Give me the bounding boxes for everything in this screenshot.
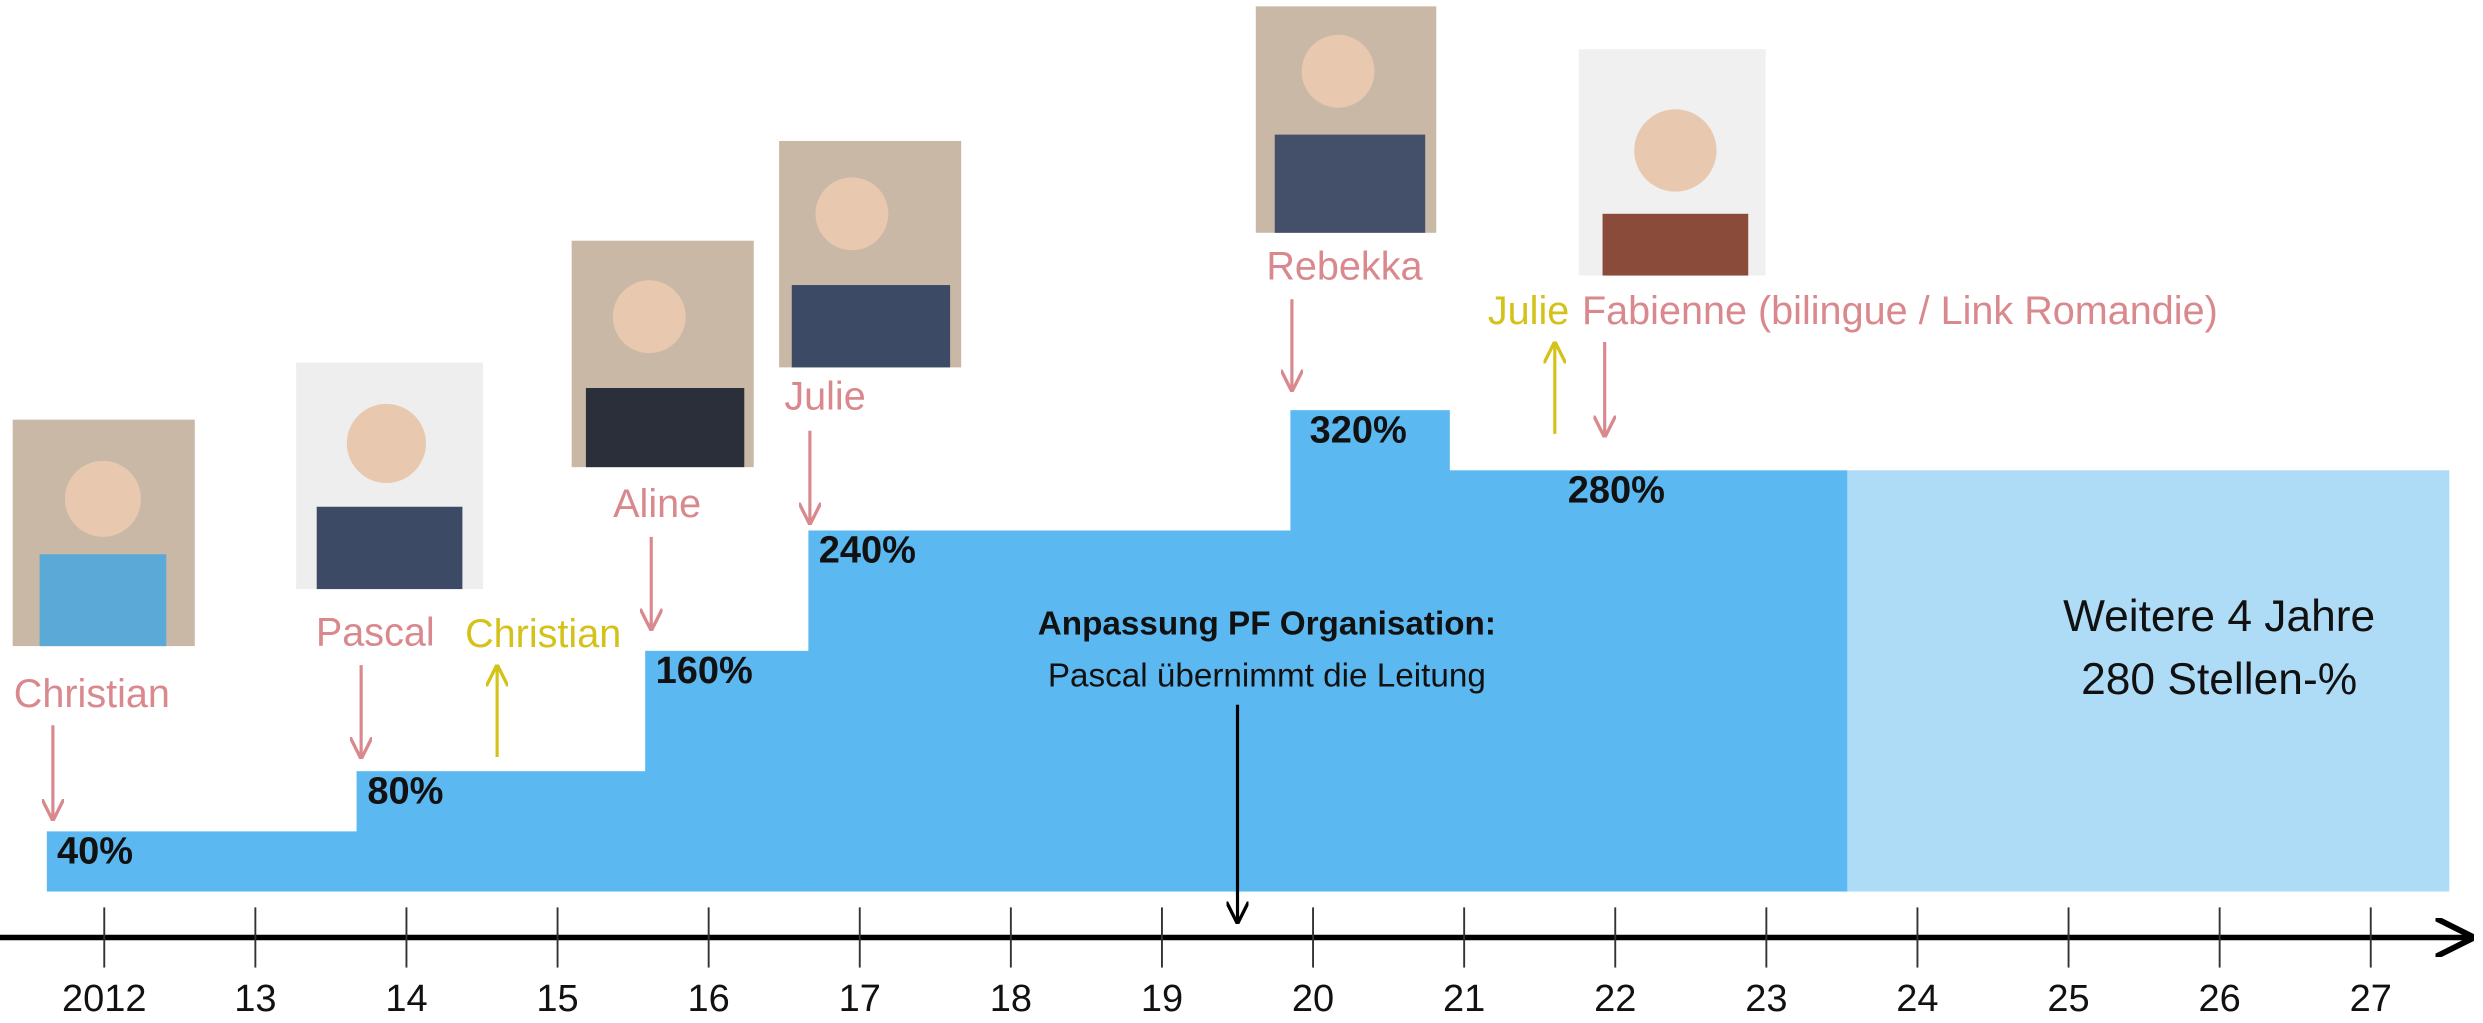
event-label: Fabienne (bilingue / Link Romandie) bbox=[1582, 289, 2218, 333]
event-label: Pascal bbox=[316, 610, 435, 654]
annotation-text: Pascal übernimmt die Leitung bbox=[1048, 658, 1486, 695]
x-tick-label: 2012 bbox=[62, 978, 147, 1020]
event-label: Rebekka bbox=[1266, 245, 1423, 289]
x-tick-label: 27 bbox=[2350, 978, 2392, 1020]
annotation-title: Anpassung PF Organisation: bbox=[1038, 605, 1496, 642]
value-label: 40% bbox=[57, 831, 133, 873]
x-tick-label: 18 bbox=[990, 978, 1032, 1020]
event-label: Christian bbox=[465, 612, 621, 656]
photo bbox=[1579, 49, 1766, 275]
event-label: Aline bbox=[613, 482, 701, 526]
step-bar bbox=[808, 531, 1291, 892]
x-tick-label: 17 bbox=[839, 978, 881, 1020]
x-tick-label: 16 bbox=[688, 978, 730, 1020]
x-tick-label: 23 bbox=[1745, 978, 1787, 1020]
x-tick-label: 14 bbox=[385, 978, 427, 1020]
x-tick-label: 22 bbox=[1594, 978, 1636, 1020]
chart: Weitere 4 Jahre 280 Stellen-% 40% 80% 160% 24… bbox=[0, 0, 2483, 1023]
x-tick-label: 26 bbox=[2199, 978, 2241, 1020]
x-tick-label: 13 bbox=[234, 978, 276, 1020]
x-tick-label: 25 bbox=[2047, 978, 2089, 1020]
photo bbox=[779, 141, 961, 367]
forecast-text: Weitere 4 Jahre bbox=[2063, 592, 2375, 641]
value-label: 320% bbox=[1310, 409, 1407, 451]
step-bar bbox=[1449, 470, 1847, 891]
photo bbox=[1256, 6, 1437, 232]
value-label: 80% bbox=[367, 770, 443, 812]
photo bbox=[296, 363, 483, 589]
event-label: Christian bbox=[14, 672, 170, 716]
forecast-text: 280 Stellen-% bbox=[2081, 655, 2357, 704]
x-tick-label: 24 bbox=[1896, 978, 1938, 1020]
photo bbox=[13, 420, 195, 646]
event-label: Julie bbox=[784, 375, 865, 419]
value-label: 160% bbox=[656, 650, 753, 692]
value-label: 280% bbox=[1568, 470, 1665, 512]
x-tick-label: 21 bbox=[1443, 978, 1485, 1020]
value-label: 240% bbox=[819, 530, 916, 572]
photo bbox=[572, 241, 754, 467]
x-tick-label: 20 bbox=[1292, 978, 1334, 1020]
x-tick-label: 15 bbox=[536, 978, 578, 1020]
step-bar bbox=[1290, 410, 1449, 891]
x-tick-label: 19 bbox=[1141, 978, 1183, 1020]
event-label: Julie bbox=[1488, 289, 1569, 333]
